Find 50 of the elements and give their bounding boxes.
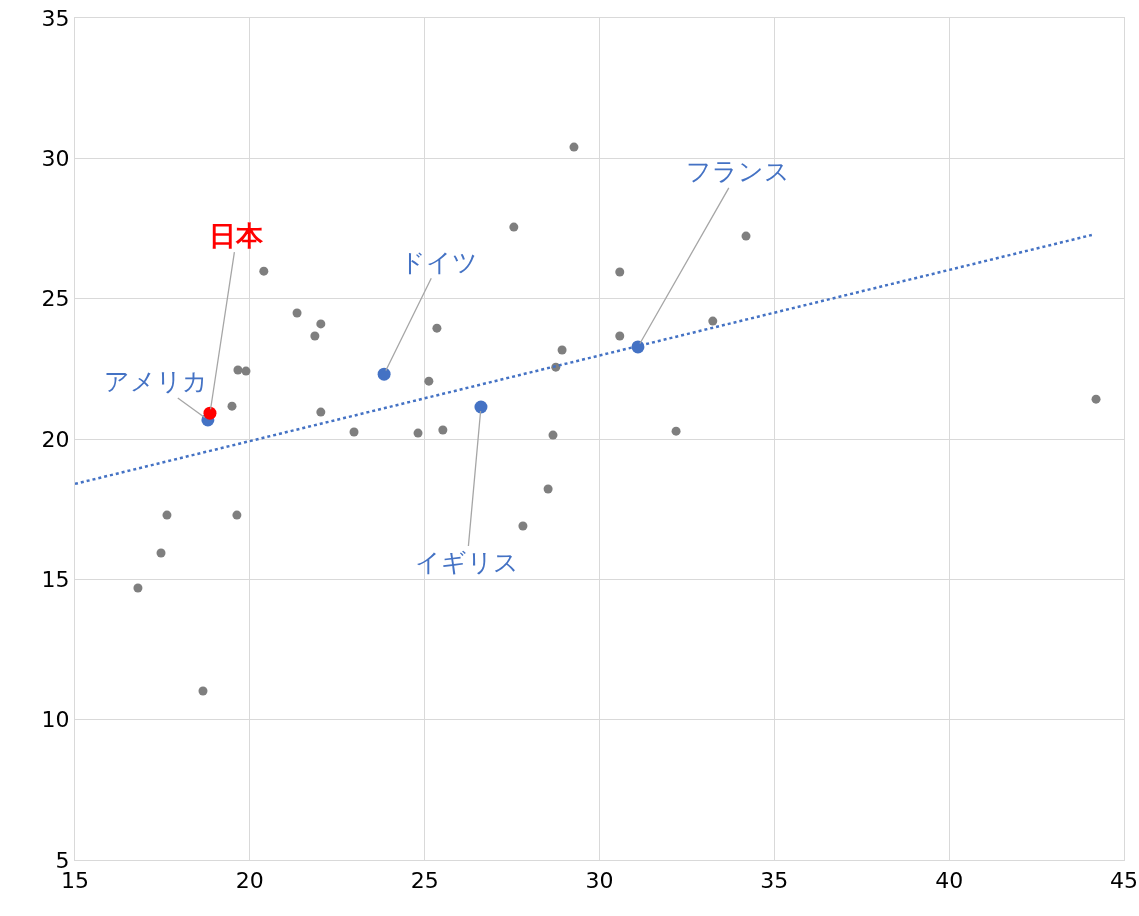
annotation: フランス	[686, 157, 790, 186]
y-tick-label: 10	[41, 707, 70, 733]
point	[671, 426, 681, 436]
point	[548, 430, 558, 440]
annotation: イギリス	[415, 548, 519, 577]
point	[615, 331, 625, 341]
point	[741, 231, 751, 241]
point	[233, 365, 243, 375]
point	[316, 407, 326, 417]
x-tick-label: 25	[410, 867, 439, 893]
annotation: ドイツ	[400, 248, 478, 277]
annotation: 日本	[209, 220, 264, 251]
x-tick-label: 40	[935, 867, 964, 893]
x-tick-label: 20	[235, 867, 264, 893]
x-tick-label: 35	[760, 867, 789, 893]
point	[259, 266, 269, 276]
point	[198, 686, 208, 696]
point	[424, 376, 434, 386]
x-tick-label: 30	[585, 867, 614, 893]
point	[615, 267, 625, 277]
point	[708, 316, 718, 326]
point	[316, 319, 326, 329]
point	[432, 323, 442, 333]
point	[203, 406, 217, 420]
point	[557, 345, 567, 355]
y-tick-label: 15	[41, 567, 70, 593]
y-tick-label: 35	[41, 5, 70, 31]
y-tick-label: 20	[41, 426, 70, 452]
y-tick-label: 25	[41, 286, 70, 312]
point	[543, 484, 553, 494]
x-tick-label: 45	[1110, 867, 1138, 893]
y-tick-label: 30	[41, 146, 70, 172]
point	[438, 425, 448, 435]
point	[310, 331, 320, 341]
point	[156, 548, 166, 558]
point	[509, 222, 519, 232]
point	[413, 428, 423, 438]
point	[133, 583, 143, 593]
point	[241, 366, 251, 376]
point	[292, 308, 302, 318]
point	[349, 427, 359, 437]
point	[232, 510, 242, 520]
point	[474, 400, 488, 414]
point	[518, 521, 528, 531]
point	[569, 142, 579, 152]
point	[162, 510, 172, 520]
annotation: アメリカ	[104, 367, 208, 396]
point	[377, 367, 391, 381]
point	[1091, 394, 1101, 404]
point	[227, 401, 237, 411]
